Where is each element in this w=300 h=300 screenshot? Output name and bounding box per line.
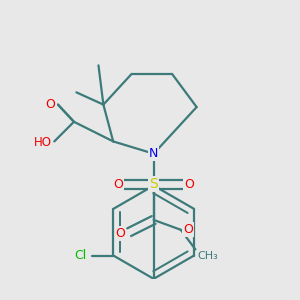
Text: O: O	[116, 227, 125, 240]
Text: O: O	[184, 178, 194, 191]
Text: N: N	[149, 147, 158, 160]
Text: O: O	[46, 98, 56, 111]
Text: O: O	[113, 178, 123, 191]
Text: O: O	[183, 223, 193, 236]
Text: S: S	[149, 177, 158, 191]
Text: CH₃: CH₃	[198, 250, 219, 260]
Text: HO: HO	[34, 136, 52, 149]
Text: Cl: Cl	[74, 249, 86, 262]
